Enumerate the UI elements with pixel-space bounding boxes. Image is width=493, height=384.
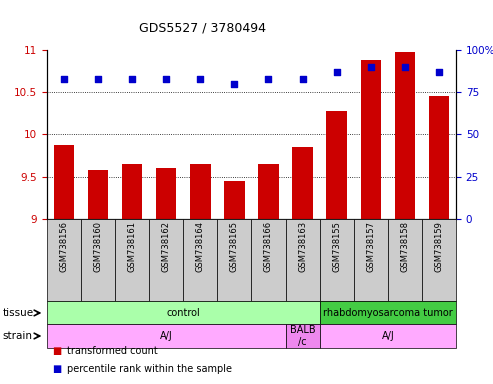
Point bbox=[60, 76, 68, 82]
Bar bbox=[360, 60, 381, 219]
Text: GSM738166: GSM738166 bbox=[264, 221, 273, 273]
Text: GSM738161: GSM738161 bbox=[128, 221, 137, 272]
Point bbox=[230, 81, 238, 87]
Bar bbox=[319, 324, 456, 348]
Bar bbox=[183, 219, 217, 301]
Text: strain: strain bbox=[2, 331, 33, 341]
Point bbox=[94, 76, 102, 82]
Text: GSM738159: GSM738159 bbox=[434, 221, 444, 272]
Bar bbox=[319, 219, 354, 301]
Bar bbox=[354, 219, 388, 301]
Text: A/J: A/J bbox=[382, 331, 394, 341]
Bar bbox=[47, 219, 81, 301]
Text: GSM738155: GSM738155 bbox=[332, 221, 341, 272]
Point bbox=[196, 76, 204, 82]
Text: GSM738158: GSM738158 bbox=[400, 221, 409, 272]
Text: rhabdomyosarcoma tumor: rhabdomyosarcoma tumor bbox=[323, 308, 453, 318]
Point bbox=[435, 69, 443, 75]
Text: GSM738165: GSM738165 bbox=[230, 221, 239, 272]
Text: GSM738160: GSM738160 bbox=[94, 221, 103, 272]
Bar bbox=[224, 181, 245, 219]
Bar bbox=[292, 147, 313, 219]
Point bbox=[333, 69, 341, 75]
Text: GSM738162: GSM738162 bbox=[162, 221, 171, 272]
Bar bbox=[217, 219, 251, 301]
Text: GSM738163: GSM738163 bbox=[298, 221, 307, 273]
Bar bbox=[122, 164, 142, 219]
Bar bbox=[258, 164, 279, 219]
Bar bbox=[81, 219, 115, 301]
Text: ■: ■ bbox=[52, 346, 61, 356]
Bar bbox=[388, 219, 422, 301]
Bar bbox=[47, 301, 319, 324]
Bar bbox=[285, 219, 319, 301]
Bar bbox=[422, 219, 456, 301]
Bar bbox=[190, 164, 211, 219]
Bar bbox=[394, 51, 415, 219]
Text: BALB
/c: BALB /c bbox=[290, 325, 316, 347]
Text: A/J: A/J bbox=[160, 331, 173, 341]
Bar bbox=[285, 324, 319, 348]
Bar bbox=[326, 111, 347, 219]
Point bbox=[128, 76, 136, 82]
Text: percentile rank within the sample: percentile rank within the sample bbox=[67, 364, 232, 374]
Bar bbox=[149, 219, 183, 301]
Bar bbox=[47, 324, 285, 348]
Bar bbox=[88, 170, 108, 219]
Text: GDS5527 / 3780494: GDS5527 / 3780494 bbox=[139, 22, 266, 35]
Point bbox=[367, 64, 375, 70]
Bar bbox=[115, 219, 149, 301]
Text: control: control bbox=[166, 308, 200, 318]
Point bbox=[162, 76, 170, 82]
Bar bbox=[54, 144, 74, 219]
Bar bbox=[251, 219, 285, 301]
Point bbox=[299, 76, 307, 82]
Bar bbox=[156, 168, 176, 219]
Point bbox=[265, 76, 273, 82]
Text: GSM738164: GSM738164 bbox=[196, 221, 205, 272]
Bar bbox=[429, 96, 449, 219]
Bar bbox=[319, 301, 456, 324]
Point bbox=[401, 64, 409, 70]
Text: ■: ■ bbox=[52, 364, 61, 374]
Text: tissue: tissue bbox=[2, 308, 34, 318]
Text: transformed count: transformed count bbox=[67, 346, 157, 356]
Text: GSM738157: GSM738157 bbox=[366, 221, 375, 272]
Text: GSM738156: GSM738156 bbox=[59, 221, 69, 272]
